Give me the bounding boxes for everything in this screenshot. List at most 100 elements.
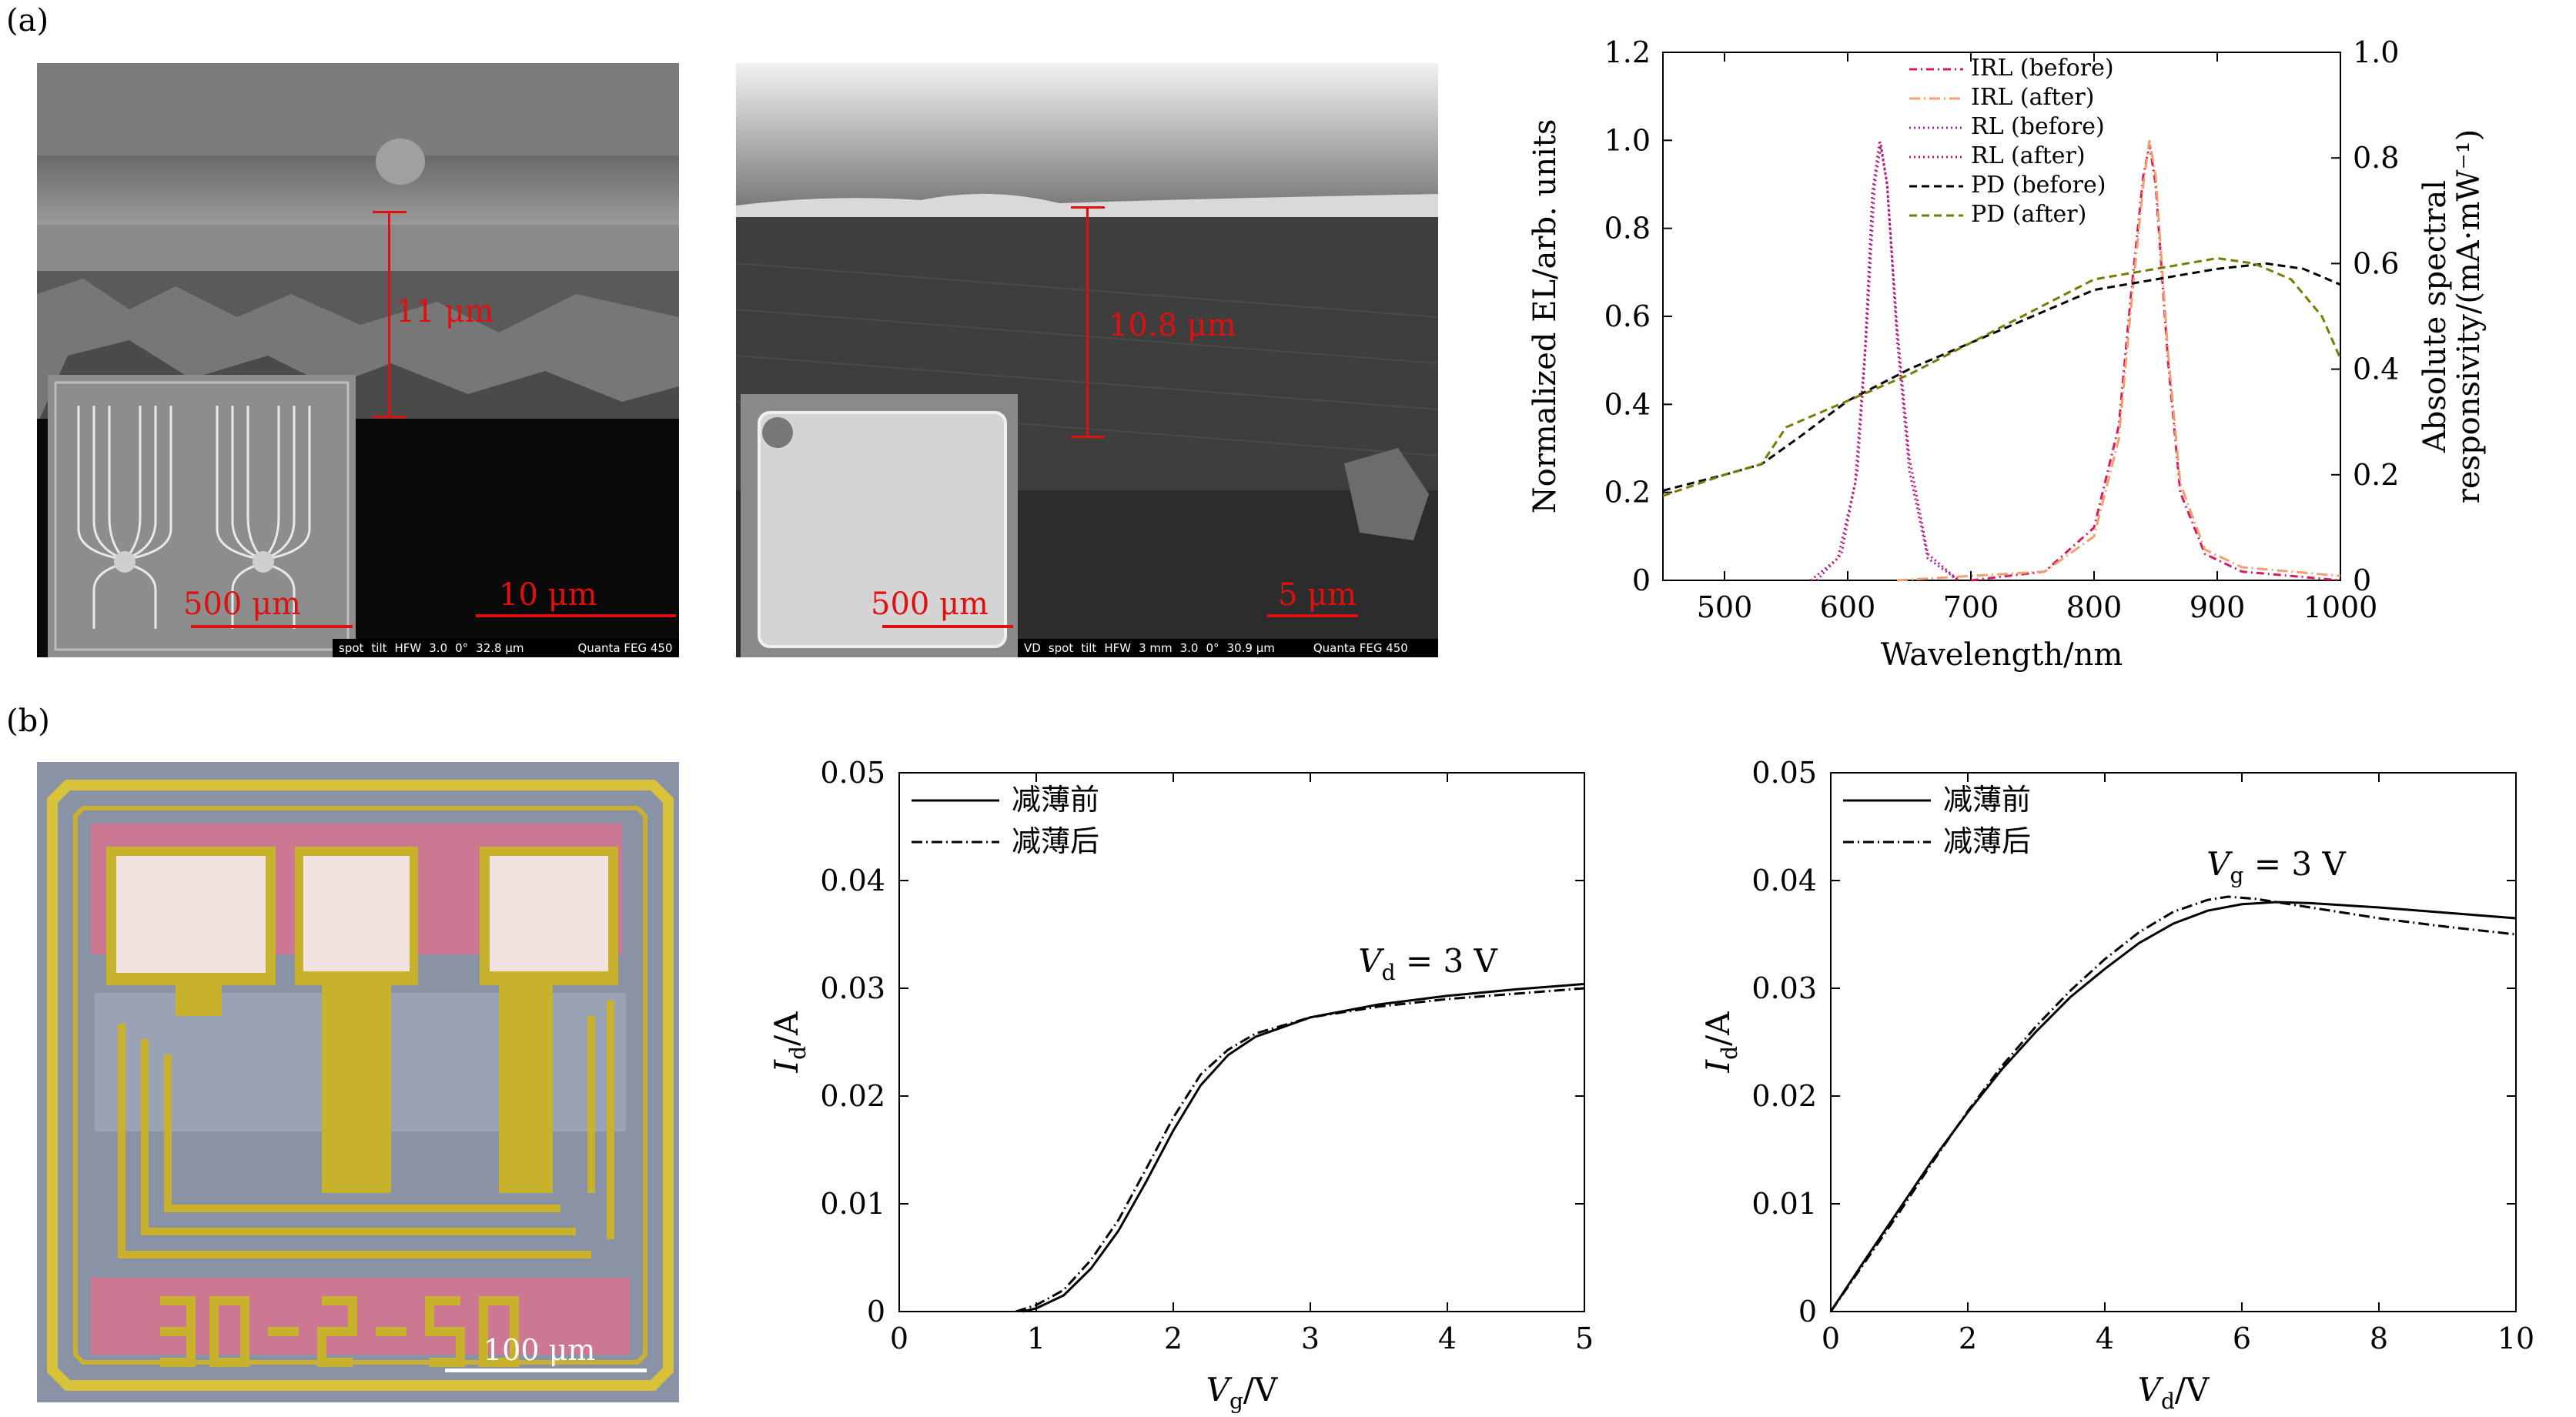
- sem-image-left: 500 μm 10 μm 11 μm spot tilt HFW 3.0 0° …: [37, 63, 679, 657]
- y2-tick-label: 0.6: [2353, 246, 2399, 280]
- y-tick-label: 0.8: [1604, 212, 1651, 246]
- x-tick-label: 2: [1164, 1322, 1183, 1355]
- sem-left-thickness-bar: [388, 211, 390, 417]
- chip-micrograph-drawing: [47, 780, 674, 1391]
- sem-right-inset-dot: [762, 417, 793, 448]
- y-axis-label: Id/A: [1699, 1011, 1742, 1074]
- sem-right-main-scale-label: 5 μm: [1278, 577, 1357, 613]
- series-line: [1022, 982, 1585, 1313]
- x-tick-label: 5: [1575, 1322, 1594, 1355]
- sem-right-thickness-bar: [1086, 206, 1089, 437]
- x-tick-label: 4: [2096, 1322, 2114, 1355]
- y-tick-label: 1.0: [1604, 123, 1651, 157]
- sem-right-info-1: spot: [1048, 641, 1074, 655]
- panel-label-a: (a): [6, 3, 49, 38]
- sem-right-info-4: 3 mm: [1139, 641, 1173, 655]
- panel-label-b: (b): [6, 703, 50, 739]
- chart-el-spectra: 500 600 700 800 900 100000.20.40.60.81.01.200…: [1527, 35, 2487, 673]
- plot-frame: [898, 772, 1585, 1312]
- sem-image-right: 500 μm 5 μm 10.8 μm VD spot tilt HFW 3 m…: [736, 63, 1438, 657]
- series-line: [1662, 262, 2341, 492]
- y2-tick-label: 0.2: [2353, 458, 2399, 492]
- sem-right-info-6: 0°: [1206, 641, 1219, 655]
- y2-tick-label: 0.8: [2353, 141, 2399, 175]
- series-line: [1970, 144, 2341, 582]
- sem-right-inset-scale-label: 500 μm: [871, 587, 989, 622]
- y-tick-label: 0.01: [820, 1187, 885, 1221]
- legend-label: 减薄后: [1943, 824, 2031, 858]
- sem-right-inset-chip: [758, 411, 1007, 648]
- sem-right-info-8: Quanta FEG 450: [1313, 641, 1408, 655]
- sem-left-thickness-label: 11 μm: [396, 294, 494, 329]
- sem-left-info-1: tilt: [371, 641, 387, 655]
- y2-tick-label: 0.4: [2353, 353, 2399, 386]
- x-tick-label: 500: [1697, 590, 1753, 624]
- legend-label: 减薄前: [1943, 783, 2031, 817]
- x-axis-label: Vg/V: [1206, 1371, 1278, 1414]
- chip-scale-bar: [445, 1369, 647, 1372]
- x-tick-label: 3: [1301, 1322, 1320, 1355]
- sem-right-thickness-tick-top: [1071, 206, 1105, 209]
- y-tick-label: 0.4: [1604, 387, 1651, 421]
- x-tick-label: 8: [2370, 1322, 2388, 1355]
- y2-tick-label: 0: [2353, 563, 2371, 597]
- sem-left-main-scale-bar: [476, 614, 676, 617]
- sem-left-thickness-tick-bottom: [373, 416, 406, 418]
- x-tick-label: 0: [890, 1322, 908, 1355]
- y-tick-label: 0.2: [1604, 476, 1651, 510]
- x-tick-label: 600: [1820, 590, 1876, 624]
- plot-frame: [1830, 772, 2517, 1312]
- legend-label: PD (before): [1971, 172, 2106, 199]
- x-tick-label: 2: [1959, 1322, 1977, 1355]
- condition-annotation: Vg = 3 V: [2206, 845, 2346, 888]
- sem-left-inset: [48, 375, 356, 657]
- legend-label: RL (before): [1971, 113, 2105, 140]
- sem-left-info-bar: spot tilt HFW 3.0 0° 32.8 μm Quanta FEG …: [333, 639, 679, 657]
- chip-micrograph: 30-2-50 100 μm: [37, 762, 679, 1402]
- x-tick-label: 4: [1438, 1322, 1457, 1355]
- sem-left-inset-scale-bar: [191, 625, 353, 628]
- x-tick-label: 900: [2190, 590, 2246, 624]
- x-tick-label: 800: [2066, 590, 2123, 624]
- y-tick-label: 0.03: [820, 971, 885, 1005]
- y2-axis-label-line1: Absolute spectral: [2417, 180, 2453, 453]
- y-tick-label: 0.04: [820, 864, 885, 897]
- legend-label: 减薄前: [1012, 783, 1099, 817]
- series-line: [1662, 256, 2342, 497]
- y-axis-label: Normalized EL/arb. units: [1527, 119, 1563, 514]
- sem-left-info-6: Quanta FEG 450: [577, 641, 673, 655]
- sem-right-info-0: VD: [1024, 641, 1041, 655]
- sem-right-main-scale-bar: [1267, 614, 1358, 617]
- x-tick-label: 1: [1027, 1322, 1045, 1355]
- y-tick-label: 0.05: [820, 756, 885, 790]
- legend-label: PD (after): [1971, 201, 2086, 228]
- sem-left-inset-scale-label: 500 μm: [183, 587, 301, 622]
- sem-left-info-5: 32.8 μm: [476, 641, 524, 655]
- series-line: [1815, 144, 1959, 582]
- sem-right-info-5: 3.0: [1179, 641, 1199, 655]
- x-axis-label: Vd/V: [2138, 1371, 2210, 1414]
- sem-right-inset-scale-bar: [882, 625, 1013, 628]
- y-tick-label: 0.02: [820, 1079, 885, 1113]
- y-tick-label: 0: [1632, 563, 1651, 597]
- series-line: [1896, 140, 2341, 582]
- y-tick-label: 0.02: [1751, 1079, 1817, 1113]
- sem-left-main-scale-label: 10 μm: [499, 577, 597, 613]
- chart-id-vd: 0 2 4 6 8 10 0 0.01 0.02 0.03 0.04 0.05 Vd/V Id/A 减薄前减…: [1699, 756, 2534, 1414]
- y-tick-label: 0.6: [1604, 299, 1651, 333]
- y-tick-label: 0.05: [1751, 756, 1817, 790]
- x-tick-label: 10: [2497, 1322, 2534, 1355]
- y2-tick-label: 1.0: [2353, 35, 2399, 69]
- sem-left-info-3: 3.0: [429, 641, 448, 655]
- x-axis-label: Wavelength/nm: [1881, 637, 2123, 673]
- sem-left-inset-pattern: [54, 381, 350, 651]
- series-line: [1829, 901, 2517, 1312]
- y-tick-label: 0: [1798, 1295, 1817, 1328]
- x-tick-label: 6: [2233, 1322, 2251, 1355]
- sem-right-info-bar: VD spot tilt HFW 3 mm 3.0 0° 30.9 μm Qua…: [1018, 639, 1438, 657]
- legend-label: 减薄后: [1012, 824, 1099, 858]
- chart-id-vg: 0 1 2 3 4 5 0 0.01 0.02 0.03 0.04 0.05 Vg/V Id/A 减薄前减薄…: [768, 756, 1594, 1414]
- y-tick-label: 0.01: [1751, 1187, 1817, 1221]
- y-tick-label: 0: [867, 1295, 885, 1328]
- y2-axis-label-line2: responsivity/(mA·mW⁻¹): [2451, 129, 2487, 504]
